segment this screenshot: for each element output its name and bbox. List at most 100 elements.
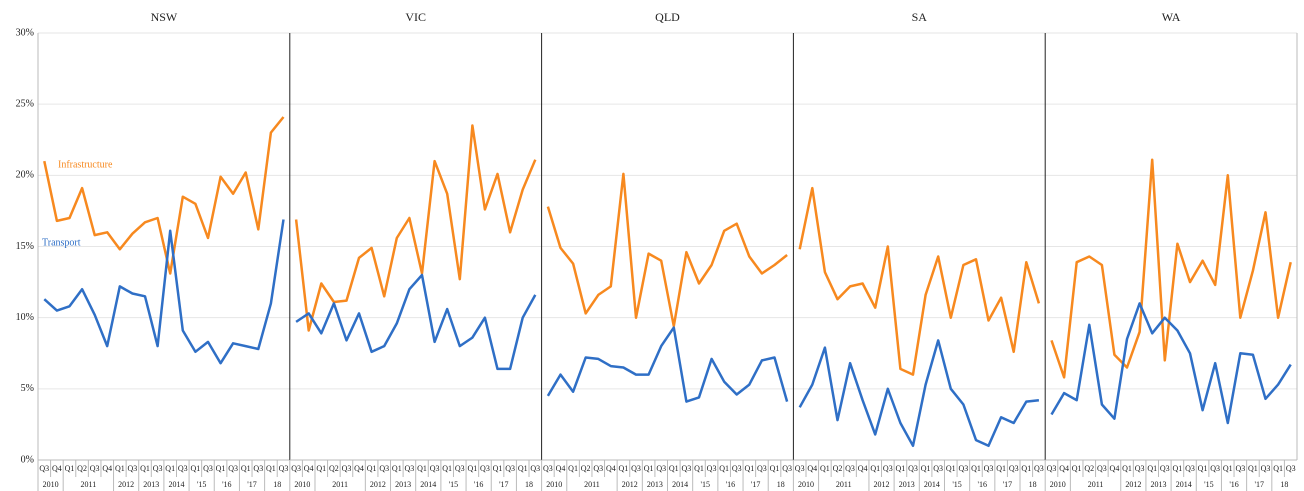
x-tick-label: Q1: [669, 464, 679, 473]
y-tick-label: 10%: [16, 312, 34, 323]
year-label: '17: [751, 480, 760, 489]
x-tick-label: Q3: [795, 464, 805, 473]
x-tick-label: Q3: [782, 464, 792, 473]
year-label: '17: [247, 480, 256, 489]
x-tick-label: Q1: [442, 464, 452, 473]
x-tick-label: Q1: [870, 464, 880, 473]
panel-title: QLD: [655, 10, 680, 24]
x-tick-label: Q3: [253, 464, 263, 473]
series-line: [798, 339, 1040, 448]
x-tick-label: Q3: [958, 464, 968, 473]
series-line: [546, 326, 789, 403]
year-label: 2014: [1176, 480, 1192, 489]
x-tick-label: Q4: [1059, 464, 1069, 473]
year-label: 18: [777, 480, 785, 489]
x-tick-label: Q3: [656, 464, 666, 473]
x-tick-label: Q4: [52, 464, 62, 473]
year-label: 2014: [420, 480, 436, 489]
x-tick-label: Q1: [417, 464, 427, 473]
x-tick-label: Q1: [1122, 464, 1132, 473]
year-label: '15: [701, 480, 710, 489]
x-tick-label: Q2: [833, 464, 843, 473]
x-tick-label: Q1: [518, 464, 528, 473]
y-tick-label: 15%: [16, 241, 34, 252]
x-tick-label: Q3: [178, 464, 188, 473]
year-label: '17: [499, 480, 508, 489]
x-tick-label: Q1: [165, 464, 175, 473]
year-label: '16: [222, 480, 231, 489]
x-tick-label: Q1: [1198, 464, 1208, 473]
series-line: [546, 172, 788, 328]
x-tick-label: Q1: [1173, 464, 1183, 473]
x-tick-label: Q2: [77, 464, 87, 473]
x-tick-label: Q3: [1034, 464, 1044, 473]
y-tick-label: 20%: [16, 170, 34, 181]
x-tick-label: Q3: [1047, 464, 1057, 473]
x-tick-label: Q1: [770, 464, 780, 473]
y-tick-label: 0%: [21, 454, 34, 465]
x-tick-label: Q3: [128, 464, 138, 473]
x-tick-label: Q3: [707, 464, 717, 473]
year-label: 18: [1280, 480, 1288, 489]
x-tick-label: Q3: [1286, 464, 1296, 473]
x-tick-label: Q1: [568, 464, 578, 473]
y-tick-label: 30%: [16, 27, 34, 38]
x-tick-label: Q1: [115, 464, 125, 473]
x-tick-label: Q4: [1110, 464, 1120, 473]
x-tick-label: Q1: [1273, 464, 1283, 473]
x-tick-label: Q1: [971, 464, 981, 473]
x-tick-label: Q1: [644, 464, 654, 473]
x-tick-label: Q2: [329, 464, 339, 473]
year-label: 2011: [1088, 480, 1104, 489]
x-tick-label: Q3: [1160, 464, 1170, 473]
series-line: [1050, 302, 1292, 425]
year-label: 2012: [370, 480, 386, 489]
year-label: 2012: [622, 480, 638, 489]
x-tick-label: Q3: [430, 464, 440, 473]
series-line: [1050, 158, 1292, 379]
year-label: 2012: [1125, 480, 1141, 489]
x-tick-label: Q3: [342, 464, 352, 473]
x-tick-label: Q4: [304, 464, 314, 473]
year-label: 2013: [395, 480, 411, 489]
x-tick-label: Q1: [216, 464, 226, 473]
year-label: 2010: [1050, 480, 1066, 489]
year-label: 2010: [294, 480, 310, 489]
series-line: [295, 273, 537, 371]
x-tick-label: Q3: [203, 464, 213, 473]
x-tick-label: Q1: [946, 464, 956, 473]
x-tick-label: Q1: [1147, 464, 1157, 473]
year-label: 2010: [43, 480, 59, 489]
year-label: 2011: [836, 480, 852, 489]
panel-title: WA: [1162, 10, 1181, 24]
x-tick-label: Q3: [279, 464, 289, 473]
year-label: '17: [1255, 480, 1264, 489]
x-tick-label: Q3: [455, 464, 465, 473]
series-label: Transport: [42, 237, 81, 248]
x-tick-label: Q2: [1084, 464, 1094, 473]
x-tick-label: Q3: [90, 464, 100, 473]
year-label: 2012: [118, 480, 134, 489]
year-label: '15: [197, 480, 206, 489]
panel-title: SA: [912, 10, 928, 24]
x-tick-label: Q1: [190, 464, 200, 473]
year-label: 18: [273, 480, 281, 489]
x-tick-label: Q1: [719, 464, 729, 473]
x-tick-label: Q3: [883, 464, 893, 473]
year-label: '15: [1204, 480, 1213, 489]
year-label: '16: [1229, 480, 1238, 489]
x-tick-label: Q3: [681, 464, 691, 473]
series-line: [43, 219, 285, 365]
x-tick-label: Q1: [619, 464, 629, 473]
year-label: '17: [1003, 480, 1012, 489]
year-label: 2014: [672, 480, 688, 489]
x-tick-label: Q1: [896, 464, 906, 473]
x-tick-label: Q1: [392, 464, 402, 473]
x-tick-label: Q3: [1135, 464, 1145, 473]
x-tick-label: Q4: [354, 464, 364, 473]
x-tick-label: Q3: [39, 464, 49, 473]
x-tick-label: Q1: [921, 464, 931, 473]
x-tick-label: Q3: [379, 464, 389, 473]
year-label: 2013: [1151, 480, 1167, 489]
